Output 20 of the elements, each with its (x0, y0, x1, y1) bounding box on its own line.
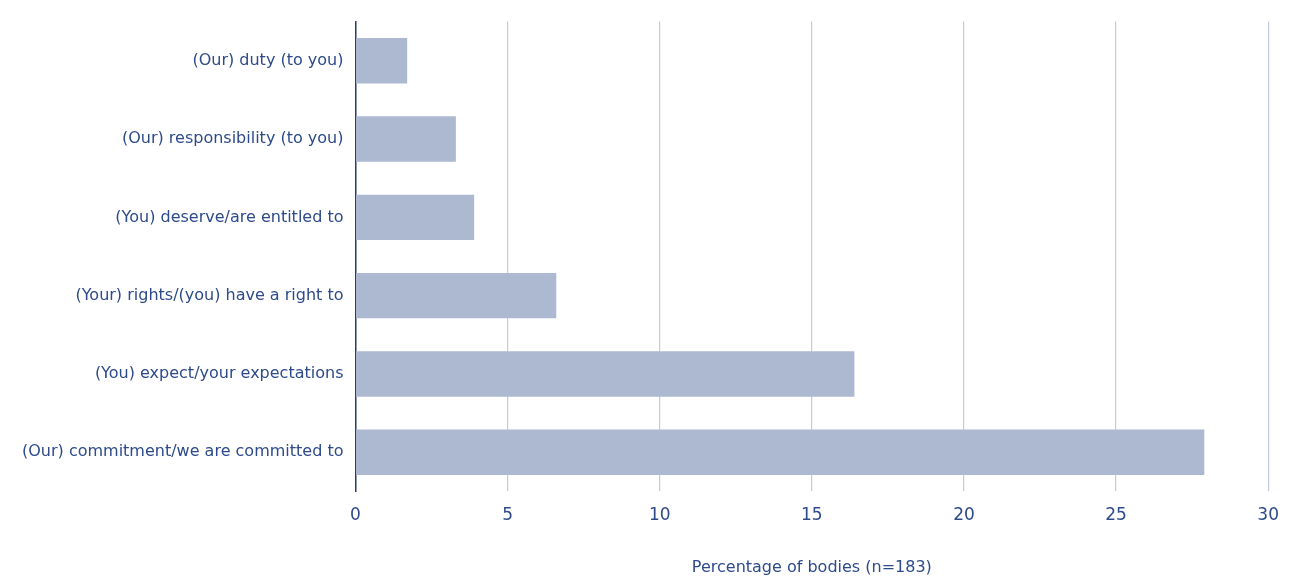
bar (356, 351, 855, 397)
x-tick-label: 15 (801, 504, 823, 525)
y-tick-label: (Our) commitment/we are committed to (22, 441, 344, 461)
y-tick-label: (You) expect/your expectations (94, 363, 344, 383)
bar (356, 272, 557, 319)
x-axis-title: Percentage of bodies (n=183) (691, 556, 932, 576)
y-tick-label: (You) deserve/are entitled to (115, 206, 344, 226)
x-tick-label: 5 (502, 504, 513, 525)
bar (356, 429, 1205, 475)
y-tick-label: (Your) rights/(you) have a right to (75, 284, 344, 304)
x-tick-label: 0 (350, 504, 361, 525)
x-tick-label: 20 (953, 504, 975, 525)
y-tick-label: (Our) responsibility (to you) (121, 128, 344, 148)
x-tick-label: 25 (1105, 504, 1127, 525)
bar (356, 116, 456, 162)
x-tick-label: 30 (1257, 504, 1279, 525)
x-tick-label: 10 (648, 504, 671, 525)
bar (356, 38, 408, 84)
bar (356, 194, 475, 241)
y-tick-label: (Our) duty (to you) (192, 49, 344, 69)
